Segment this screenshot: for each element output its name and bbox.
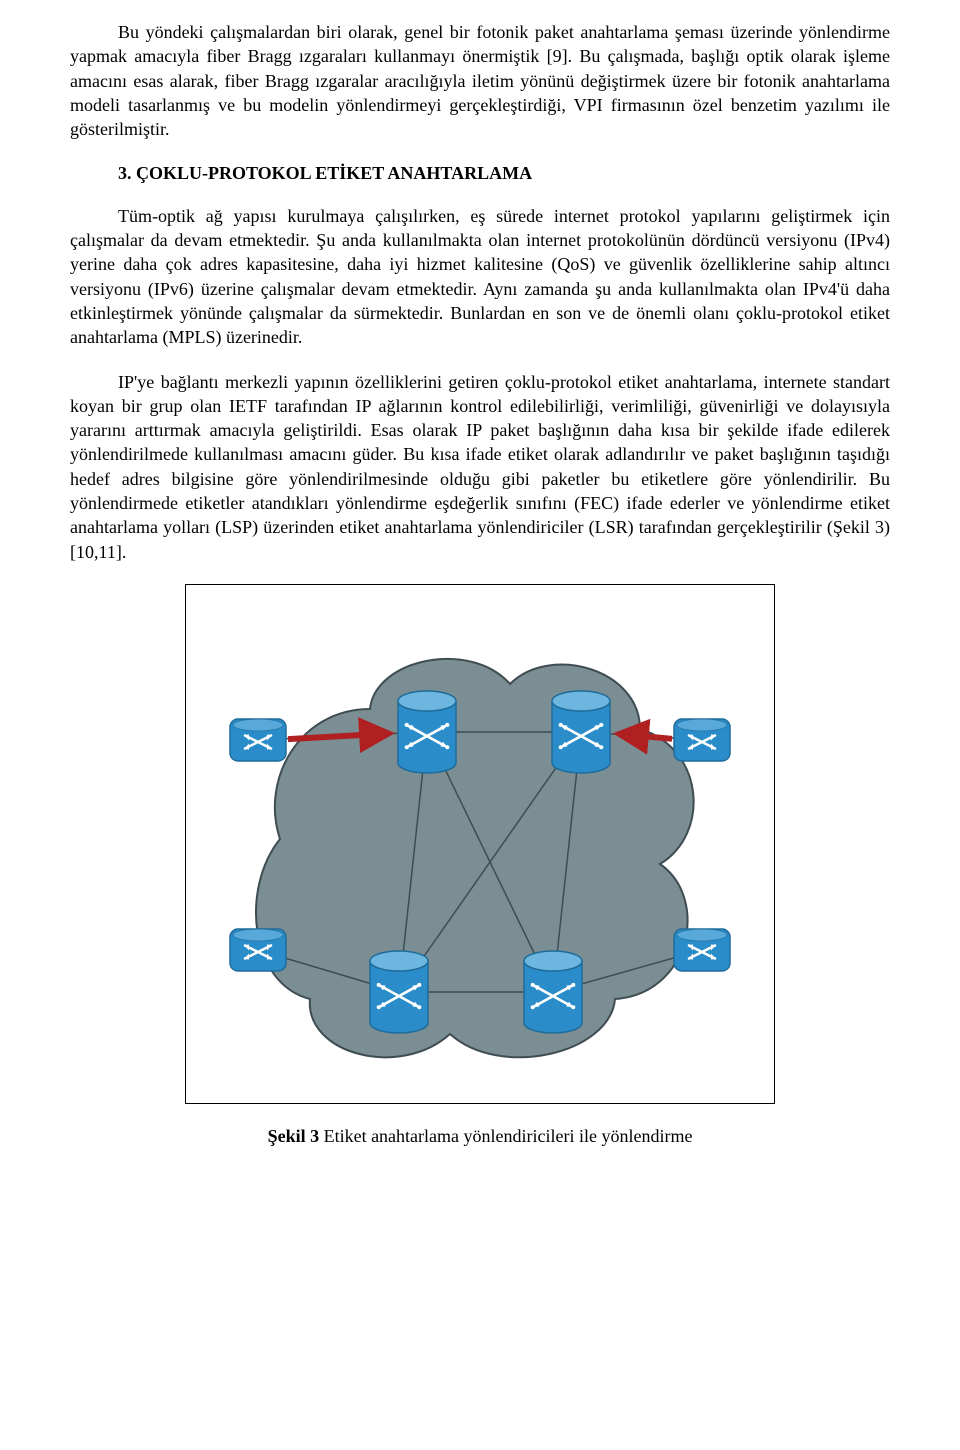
figure-caption-text: Etiket anahtarlama yönlendiricileri ile … [319, 1126, 692, 1146]
figure-3: Şekil 3 Etiket anahtarlama yönlendiricil… [70, 584, 890, 1149]
figure-caption: Şekil 3 Etiket anahtarlama yönlendiricil… [70, 1124, 890, 1148]
figure-frame [185, 584, 775, 1104]
paragraph-2: Tüm-optik ağ yapısı kurulmaya çalışılırk… [70, 204, 890, 350]
paragraph-3: IP'ye bağlantı merkezli yapının özellikl… [70, 370, 890, 564]
section-heading: 3. ÇOKLU-PROTOKOL ETİKET ANAHTARLAMA [70, 161, 890, 185]
paragraph-intro: Bu yöndeki çalışmalardan biri olarak, ge… [70, 20, 890, 141]
figure-caption-label: Şekil 3 [268, 1126, 320, 1146]
network-diagram [200, 599, 760, 1089]
